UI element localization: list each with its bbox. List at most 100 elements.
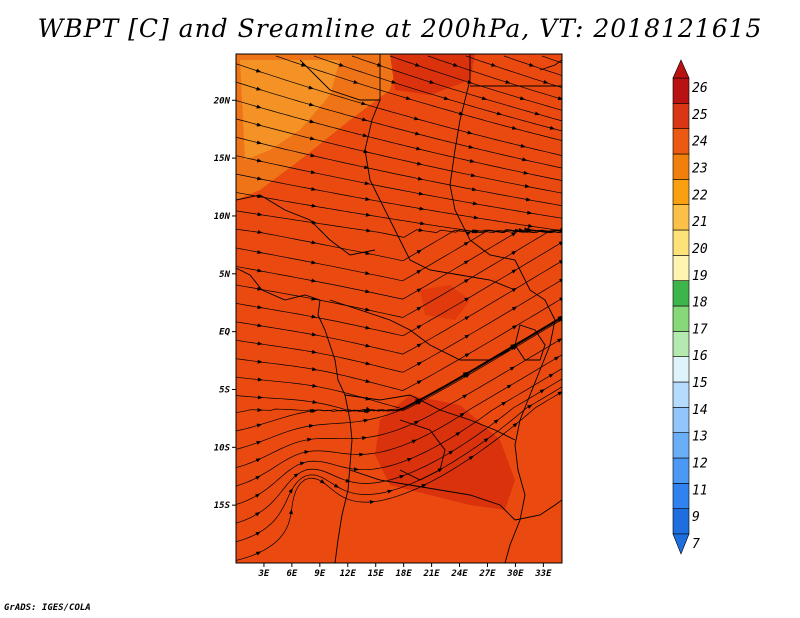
streamline-arrow: [470, 173, 477, 178]
streamline-arrow: [525, 197, 532, 202]
streamline-arrow: [257, 341, 263, 346]
streamline-arrow: [361, 117, 368, 122]
streamline-arrow: [257, 250, 263, 255]
streamline-arrow: [511, 306, 518, 311]
streamline-arrow: [511, 269, 517, 274]
streamline-arrow: [527, 227, 533, 232]
streamline-arrow: [468, 144, 474, 149]
streamline-arrow: [543, 79, 549, 84]
lat-tick-label: 20N: [213, 96, 231, 106]
streamline-arrow: [319, 479, 326, 484]
streamline-arrow: [469, 158, 475, 163]
streamline-arrow: [311, 240, 317, 245]
streamline-arrow: [416, 269, 422, 274]
streamline-arrow: [474, 229, 480, 234]
streamline-arrow: [464, 353, 470, 358]
streamline-arrow: [353, 467, 360, 472]
streamline-arrow: [414, 420, 420, 425]
streamline-arrow: [308, 85, 314, 90]
colorbar-segment: [672, 77, 690, 104]
streamline-arrow: [520, 143, 526, 148]
streamline-arrow: [467, 130, 473, 135]
streamline-arrow: [361, 436, 368, 441]
streamline-arrow: [311, 367, 318, 372]
streamline-arrow: [254, 493, 261, 498]
colorbar-label: 21: [692, 215, 708, 230]
streamline-arrow: [312, 400, 318, 404]
streamline-arrow: [416, 288, 422, 293]
streamline-arrow: [518, 227, 524, 232]
colorbar-label: 15: [692, 376, 708, 391]
streamline-arrow: [468, 455, 474, 461]
streamline: [503, 55, 562, 76]
streamline-arrow: [256, 104, 262, 109]
streamline: [236, 279, 562, 373]
streamline-arrow: [567, 63, 573, 68]
streamline: [236, 155, 562, 219]
colorbar-segment: [672, 153, 690, 180]
streamline: [236, 298, 562, 391]
streamline-arrow: [257, 395, 263, 400]
streamline-arrow: [333, 483, 340, 488]
lat-tick-label: 5N: [219, 270, 230, 280]
streamline-arrow: [365, 251, 371, 256]
streamline-arrow: [471, 229, 477, 234]
colorbar-segment: [672, 381, 690, 408]
lon-tick-label: 27E: [478, 569, 496, 579]
streamline: [236, 173, 562, 232]
colorbar-segment: [672, 179, 690, 205]
colorbar-segment: [672, 407, 690, 433]
streamline-arrow: [257, 305, 263, 310]
streamline: [236, 118, 562, 194]
streamline-arrow: [462, 373, 469, 378]
streamline-arrow: [256, 158, 263, 163]
streamline-arrow: [416, 361, 423, 367]
colorbar-label: 12: [692, 457, 708, 472]
colorbar-segment: [672, 508, 690, 535]
colorbar-segment: [672, 229, 690, 256]
streamline-arrow: [511, 250, 517, 256]
streamline-arrow: [464, 297, 470, 302]
streamline-arrow: [413, 116, 420, 121]
colorbar-segment: [672, 103, 690, 129]
streamline-arrow: [557, 317, 562, 322]
streamline-arrow: [359, 452, 365, 457]
streamline-arrow: [481, 96, 488, 101]
streamline-arrow: [505, 79, 511, 84]
streamline-arrow: [365, 379, 371, 384]
chart-title: WBPT [C] and Sreamline at 200hPa, VT: 20…: [37, 14, 763, 43]
streamline-arrow: [548, 373, 554, 378]
coastlines-and-borders: [236, 54, 562, 563]
streamline: [236, 136, 562, 206]
streamline-arrow: [256, 140, 263, 145]
streamline-arrow: [311, 349, 317, 354]
colorbar-label: 18: [692, 296, 708, 311]
streamline-arrow: [256, 441, 262, 445]
colorbar-top-arrow: [672, 59, 690, 79]
streamline: [236, 317, 562, 414]
streamline-arrow: [573, 111, 579, 116]
streamline: [313, 55, 562, 132]
streamline-arrow: [471, 187, 478, 192]
streamline-arrow: [523, 170, 529, 175]
streamline: [236, 338, 562, 469]
streamline-arrow: [293, 473, 299, 478]
streamline-arrow: [310, 170, 316, 175]
streamline-arrow: [311, 314, 317, 319]
streamline-arrow: [257, 359, 263, 364]
streamline-arrow: [353, 79, 359, 84]
streamline-arrow: [299, 461, 306, 466]
streamline-arrow: [519, 96, 526, 101]
streamline-arrow: [255, 475, 261, 480]
streamline-arrow: [572, 229, 578, 234]
colorbar-segment: [672, 457, 690, 484]
streamline-arrow: [527, 210, 533, 215]
streamline-arrow: [443, 96, 450, 101]
streamline-arrow: [416, 325, 422, 330]
streamline: [541, 55, 562, 64]
lon-tick-label: 12E: [340, 569, 357, 579]
streamline-arrow: [483, 437, 489, 443]
lat-tick-label: EQ: [219, 328, 230, 338]
streamline-arrow: [365, 343, 371, 348]
streamline-arrow: [524, 184, 530, 188]
